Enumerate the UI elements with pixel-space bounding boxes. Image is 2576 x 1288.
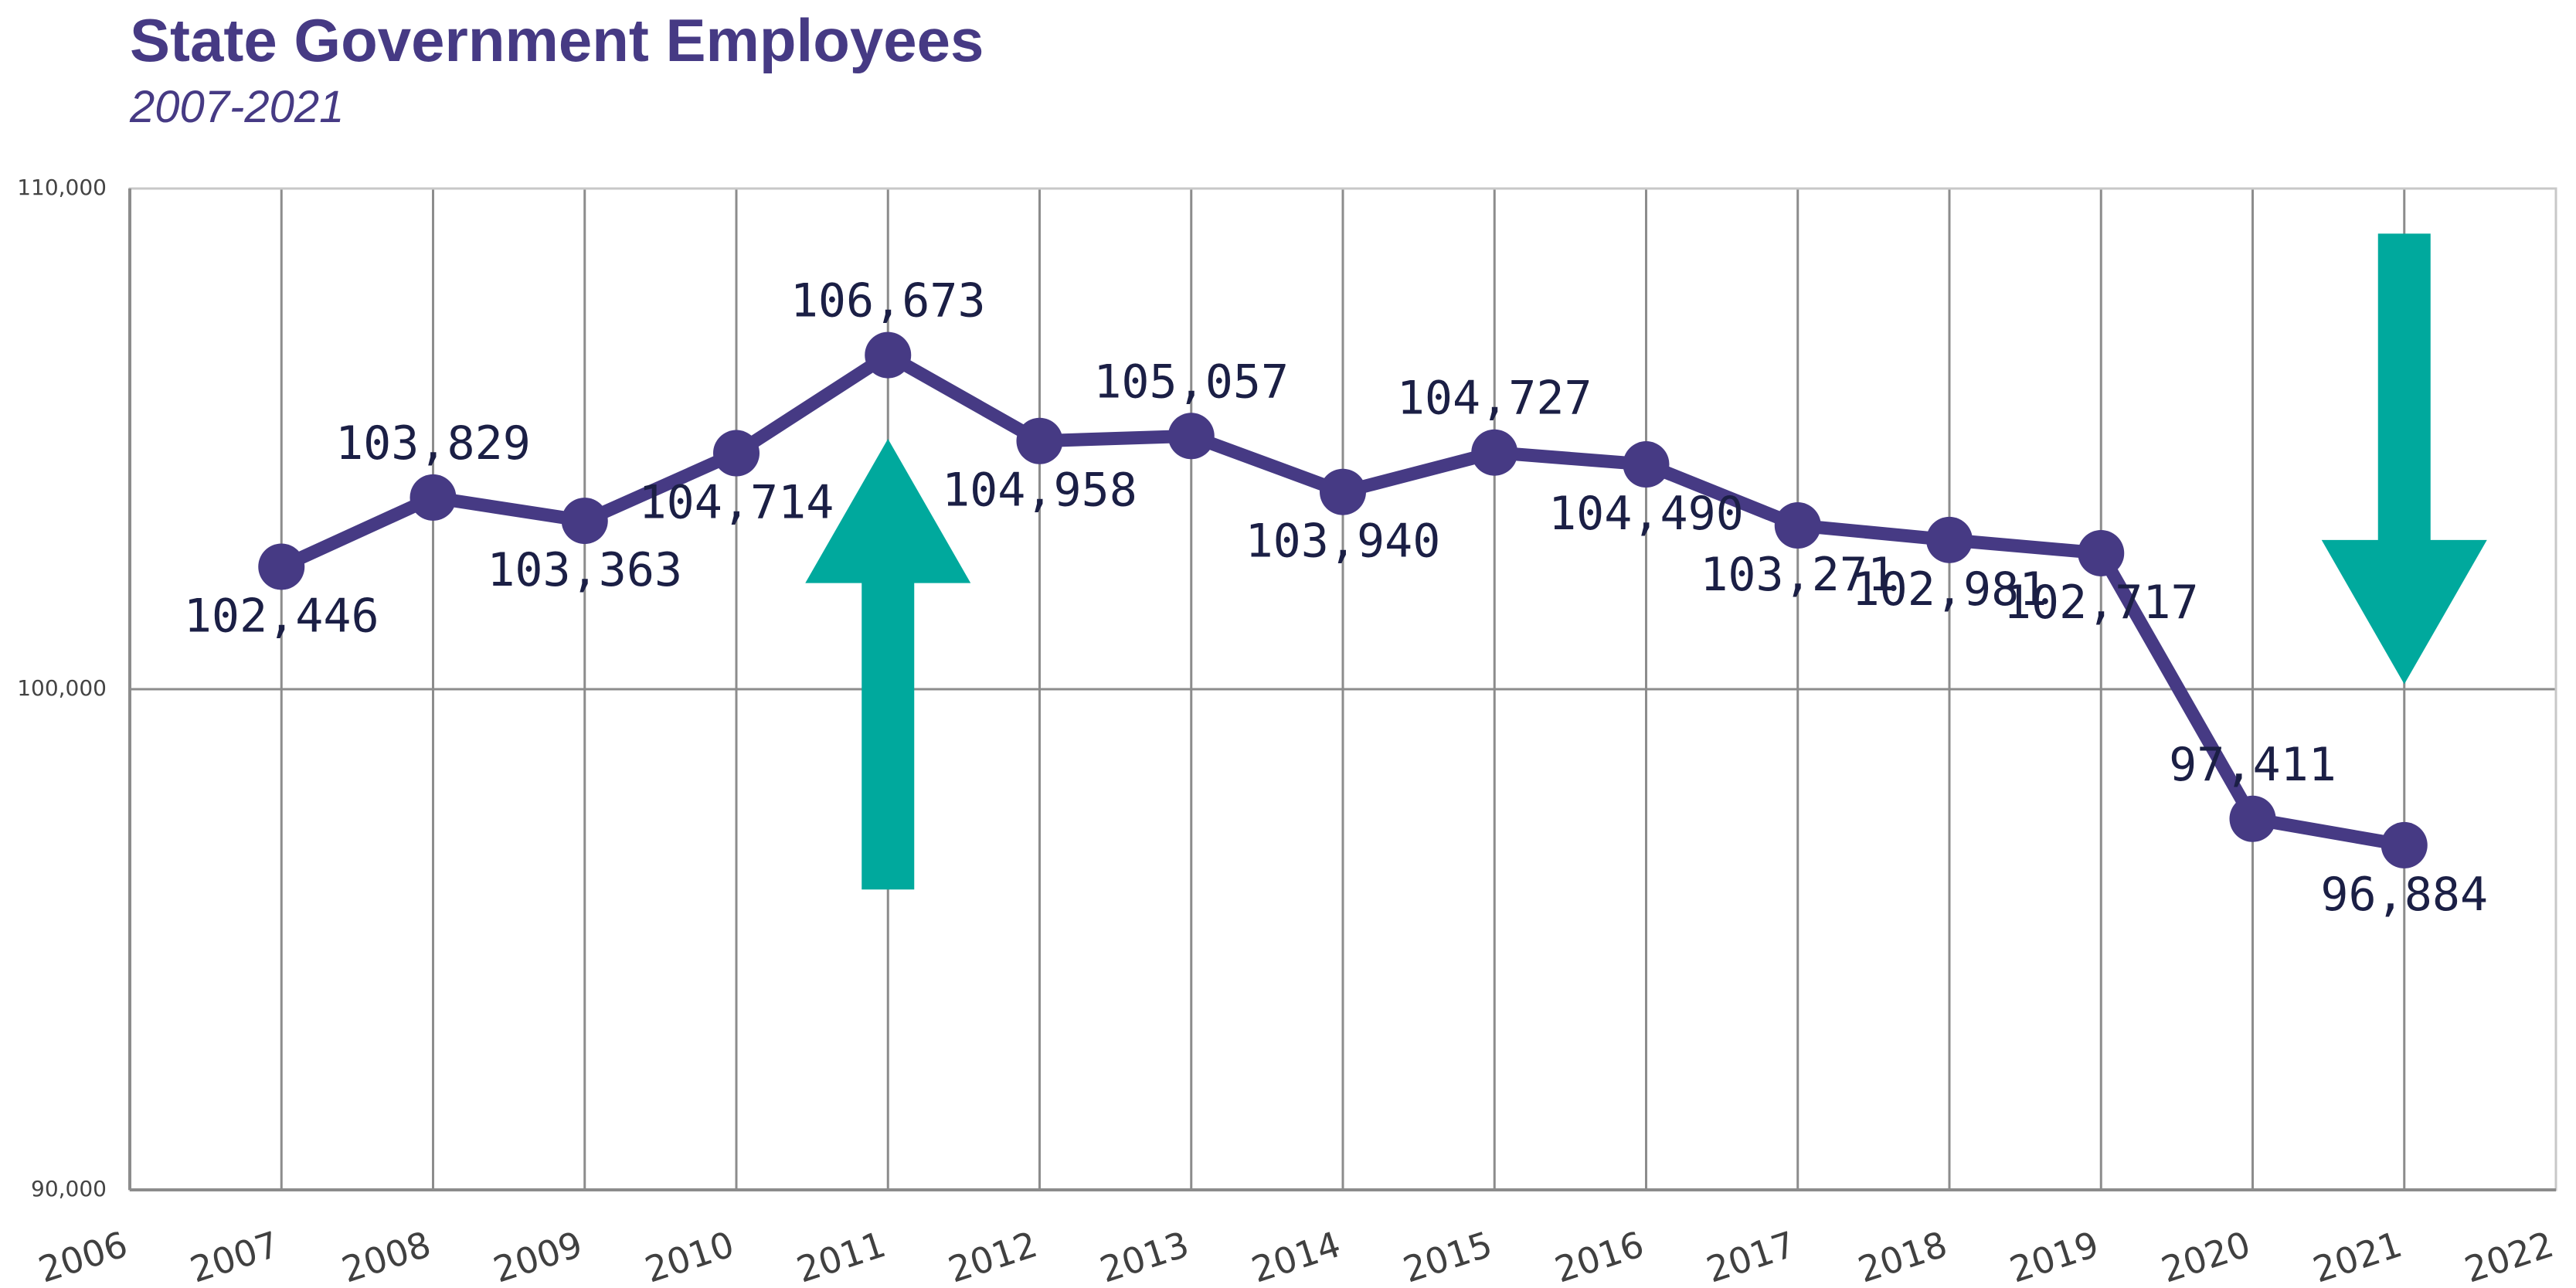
x-tick-label-2021: 2021 (2308, 1223, 2407, 1288)
chart-subtitle: 2007-2021 (130, 82, 345, 132)
data-point-2008 (410, 474, 457, 521)
arrow-down-icon (2321, 233, 2487, 685)
data-point-2007 (258, 543, 305, 590)
x-tick-label-2013: 2013 (1095, 1223, 1194, 1288)
data-label-2010: 104,714 (639, 476, 834, 530)
data-point-2009 (561, 498, 608, 545)
data-point-2011 (865, 331, 912, 379)
y-tick-label: 90,000 (31, 1176, 107, 1201)
x-tick-label-2008: 2008 (337, 1223, 436, 1288)
data-point-2017 (1774, 502, 1821, 549)
x-tick-label-2009: 2009 (488, 1223, 587, 1288)
data-labels: 102,446 103,829 103,363 104,714 106,673 104,9… (184, 274, 2488, 922)
data-point-2010 (713, 430, 760, 477)
y-tick-label: 110,000 (17, 175, 107, 200)
y-tick-label: 100,000 (17, 675, 107, 701)
x-tick-label-2019: 2019 (2005, 1223, 2104, 1288)
x-tick-label-2022: 2022 (2459, 1223, 2558, 1288)
x-tick-label-2006: 2006 (33, 1223, 132, 1288)
data-label-2015: 104,727 (1397, 372, 1592, 426)
data-label-2007: 102,446 (184, 589, 379, 643)
x-tick-label-2014: 2014 (1246, 1223, 1345, 1288)
data-label-2013: 105,057 (1093, 355, 1289, 409)
x-tick-label-2011: 2011 (792, 1223, 891, 1288)
x-tick-label-2010: 2010 (640, 1223, 739, 1288)
data-label-2008: 103,829 (335, 416, 531, 471)
data-point-2018 (1926, 516, 1973, 563)
data-points (258, 331, 2428, 868)
x-tick-label-2012: 2012 (943, 1223, 1042, 1288)
data-label-2020: 97,411 (2169, 738, 2336, 792)
data-label-2012: 104,958 (942, 464, 1137, 518)
chart-title: State Government Employees (130, 6, 984, 74)
data-label-2019: 102,717 (2003, 576, 2199, 630)
x-tick-labels: 2006 2007 2008 2009 2010 2011 2012 2013 2014 2015… (33, 1223, 2558, 1288)
data-point-2012 (1016, 417, 1063, 464)
data-point-2013 (1167, 413, 1215, 460)
data-label-2011: 106,673 (790, 274, 986, 328)
axes (128, 187, 2557, 1191)
x-tick-label-2020: 2020 (2156, 1223, 2255, 1288)
trend-arrows (805, 233, 2487, 890)
grid-lines (128, 187, 2557, 1191)
data-label-2014: 103,940 (1246, 515, 1441, 569)
x-tick-label-2017: 2017 (1701, 1223, 1800, 1288)
x-tick-label-2015: 2015 (1398, 1223, 1497, 1288)
data-label-2021: 96,884 (2320, 868, 2488, 922)
data-point-2021 (2381, 821, 2428, 868)
data-label-2018: 102,981 (1852, 562, 2048, 617)
data-point-2016 (1623, 441, 1670, 488)
data-point-2020 (2229, 795, 2276, 842)
arrow-up-icon (805, 439, 971, 890)
data-label-2009: 103,363 (487, 543, 682, 597)
data-label-2016: 104,490 (1548, 487, 1744, 541)
x-tick-label-2016: 2016 (1550, 1223, 1649, 1288)
y-tick-labels: 110,000 100,000 90,000 (17, 175, 107, 1201)
x-tick-label-2018: 2018 (1853, 1223, 1952, 1288)
data-point-2014 (1320, 468, 1366, 515)
data-point-2019 (2078, 529, 2125, 576)
data-point-2015 (1471, 429, 1518, 476)
x-tick-label-2007: 2007 (185, 1223, 284, 1288)
data-label-2017: 103,271 (1700, 548, 1895, 602)
